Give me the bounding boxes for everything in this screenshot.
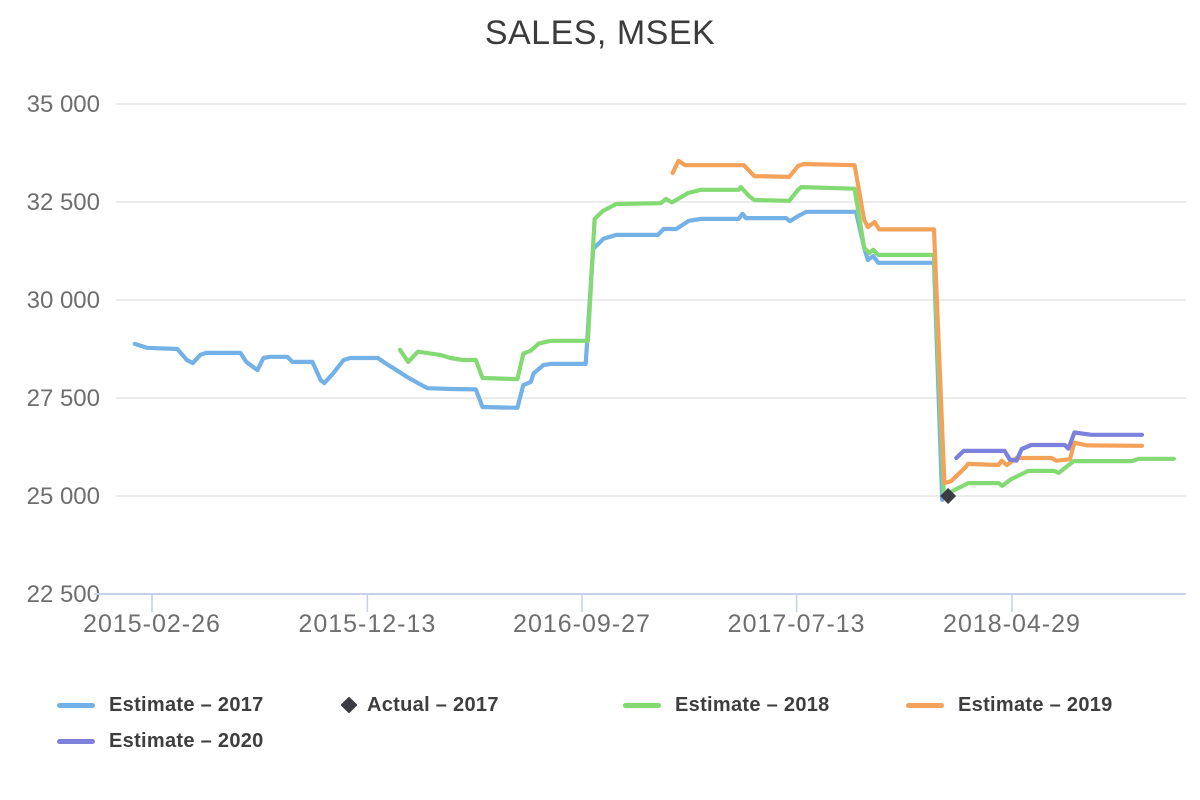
- marker-actual-2017: [940, 488, 957, 504]
- x-tick-label: 2017-07-13: [728, 610, 866, 638]
- legend-item-actual-2017[interactable]: Actual – 2017: [340, 687, 623, 723]
- series-line-estimate-2019: [670, 158, 1145, 486]
- legend-item-estimate-2018[interactable]: Estimate – 2018: [623, 687, 906, 723]
- x-tick-label: 2015-02-26: [83, 610, 221, 638]
- y-tick-label: 30 000: [27, 287, 100, 314]
- line-swatch-icon: [623, 702, 661, 708]
- legend-item-estimate-2017[interactable]: Estimate – 2017: [57, 687, 340, 723]
- y-tick-label: 27 500: [27, 385, 100, 412]
- series-line-estimate-2020: [954, 430, 1145, 463]
- series-line-estimate-2017: [132, 209, 945, 502]
- y-tick-label: 22 500: [27, 581, 100, 608]
- legend-label: Estimate – 2017: [109, 693, 264, 716]
- line-swatch-icon: [57, 702, 95, 708]
- diamond-swatch-icon: [340, 696, 358, 714]
- series-line-estimate-2018: [397, 185, 1177, 497]
- x-tick-label: 2015-12-13: [298, 610, 436, 638]
- line-swatch-icon: [57, 738, 95, 744]
- chart-title: SALES, MSEK: [484, 14, 716, 52]
- legend-label: Actual – 2017: [367, 693, 499, 716]
- legend-label: Estimate – 2018: [675, 693, 830, 716]
- legend-item-estimate-2019[interactable]: Estimate – 2019: [906, 687, 1189, 723]
- line-swatch-icon: [906, 702, 944, 708]
- y-tick-label: 32 500: [27, 189, 100, 216]
- y-tick-label: 25 000: [27, 483, 100, 510]
- x-tick-label: 2018-04-29: [943, 610, 1081, 638]
- legend-label: Estimate – 2019: [958, 693, 1113, 716]
- x-tick-label: 2016-09-27: [513, 610, 651, 638]
- legend-label: Estimate – 2020: [109, 729, 264, 752]
- y-tick-label: 35 000: [27, 91, 100, 118]
- chart-legend: Estimate – 2017 Actual – 2017 Estimate – 2…: [57, 687, 1200, 759]
- legend-item-estimate-2020[interactable]: Estimate – 2020: [57, 723, 340, 759]
